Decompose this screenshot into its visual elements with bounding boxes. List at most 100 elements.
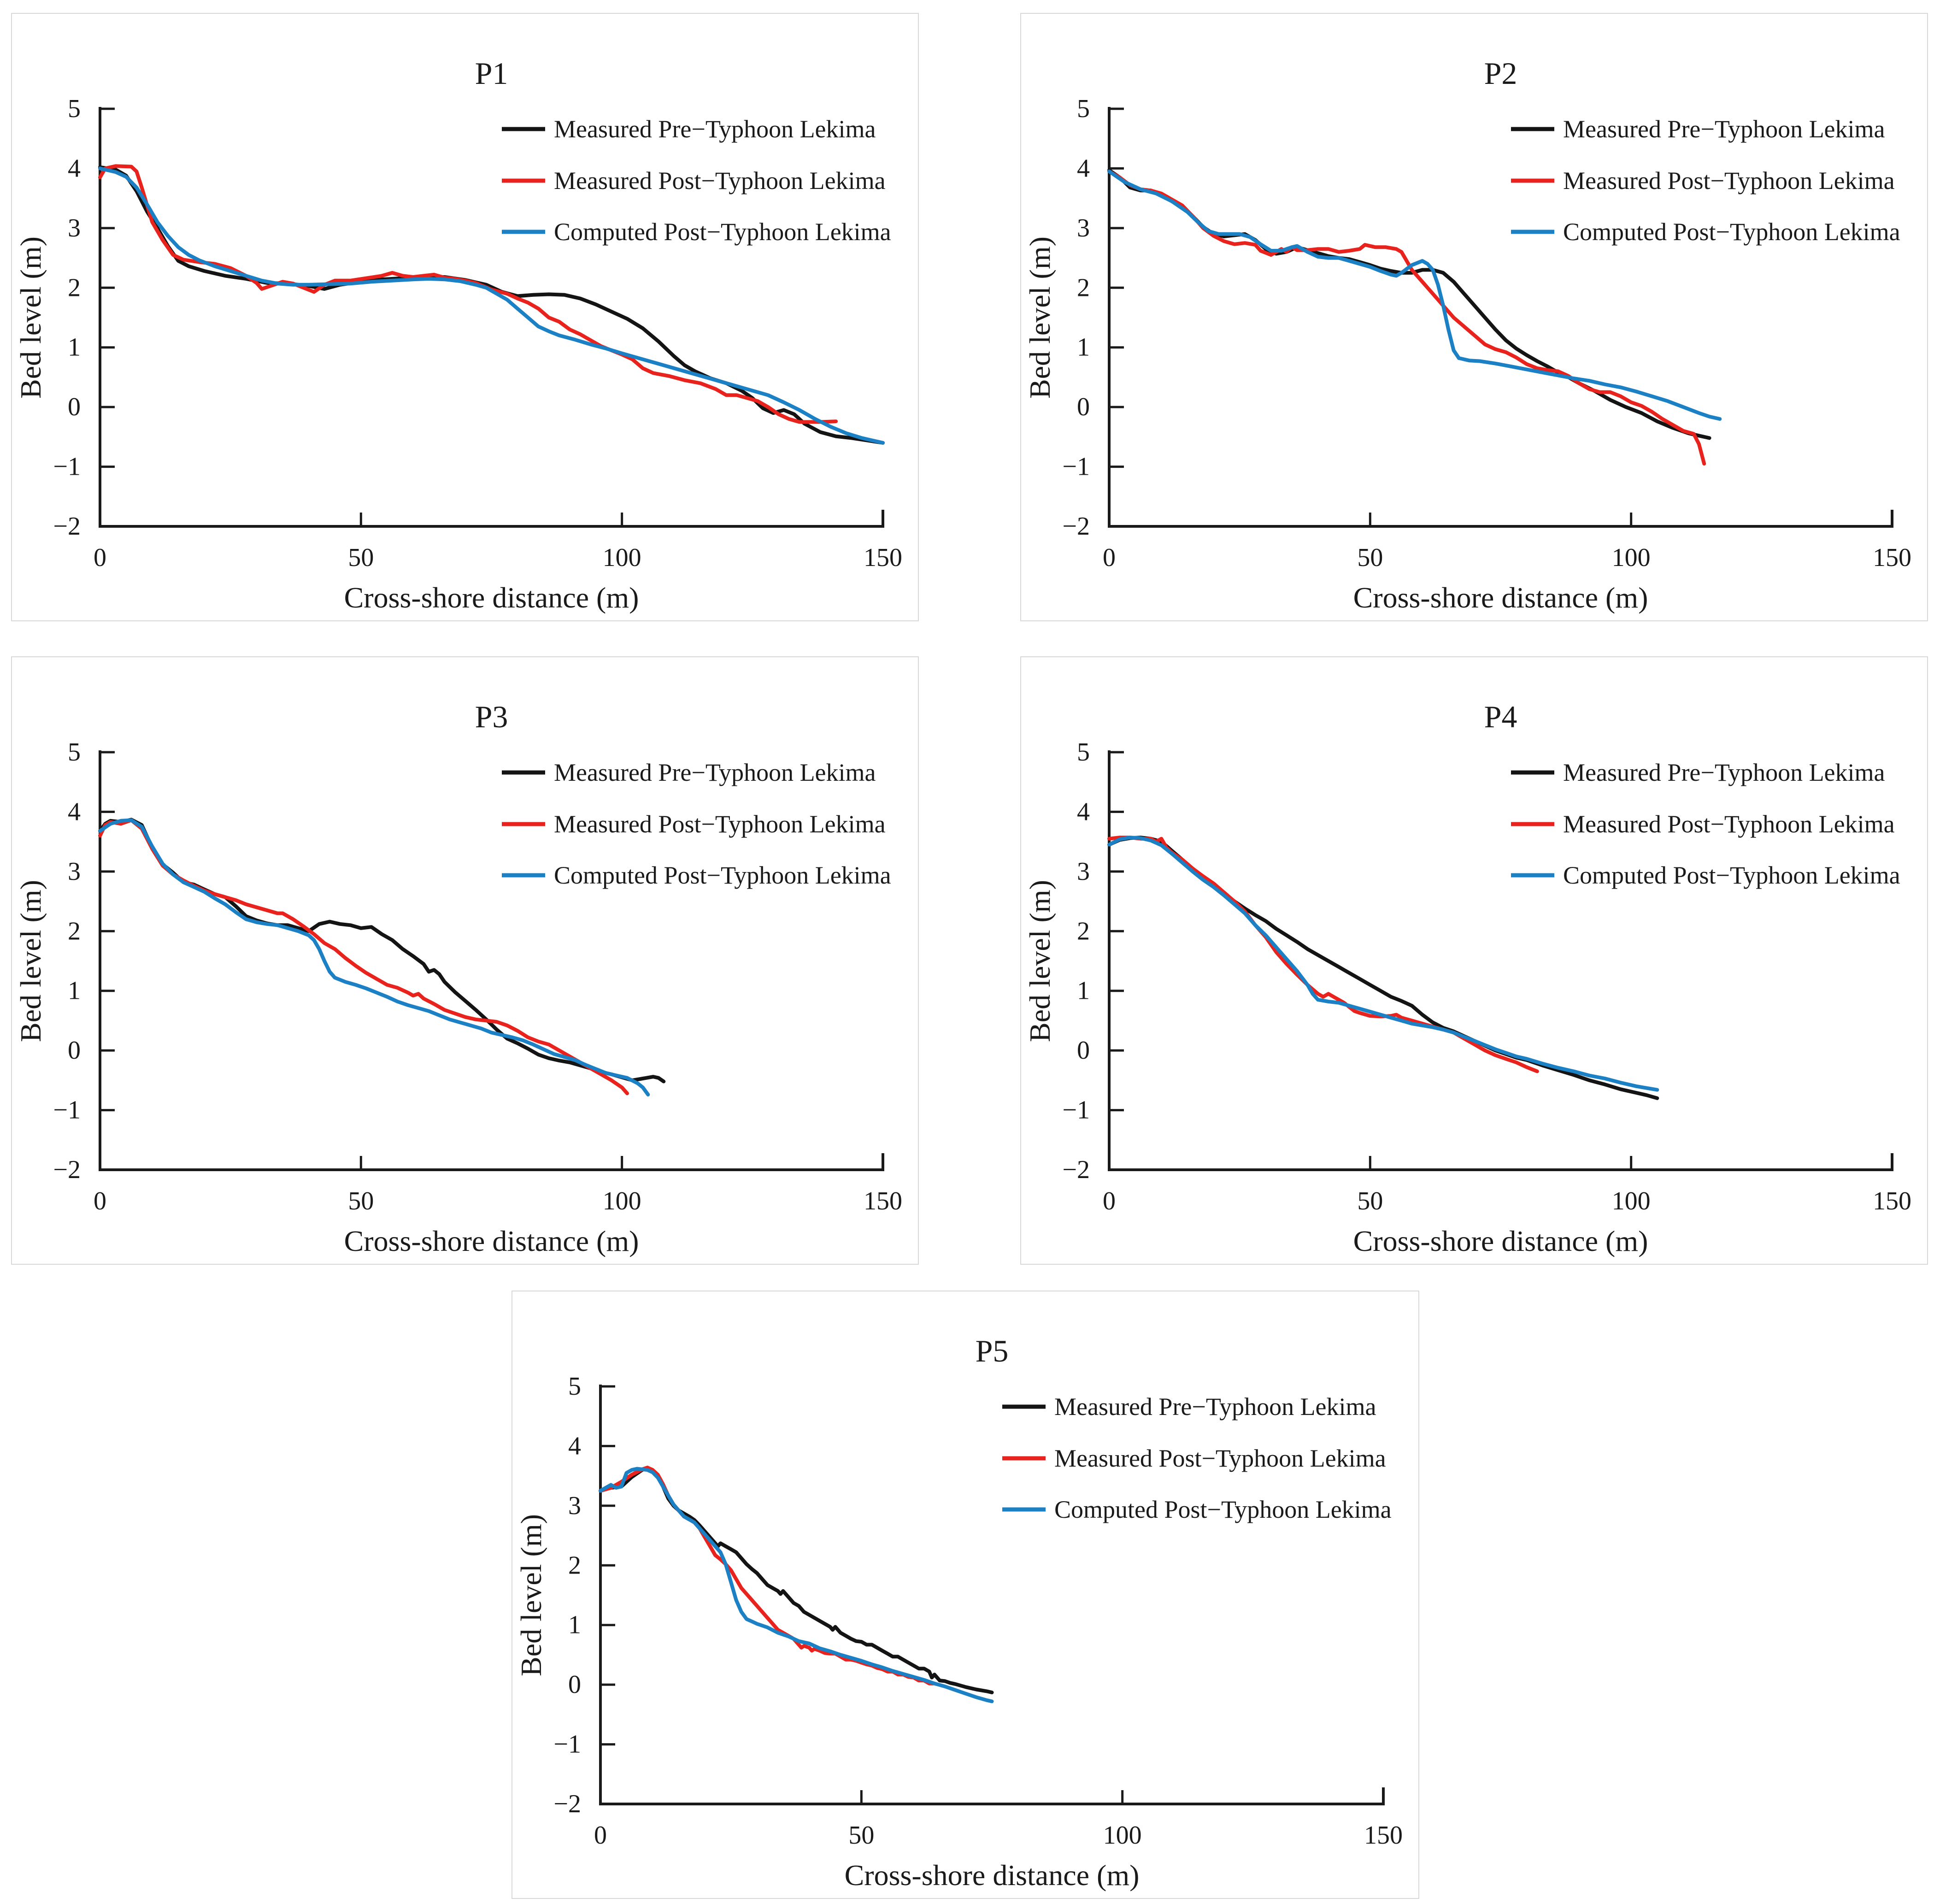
x-tick-label: 0: [94, 1187, 106, 1215]
legend-item-label: Computed Post−Typhoon Lekima: [554, 218, 891, 246]
y-tick-label: 0: [1077, 1036, 1090, 1065]
series-line-computed-post-typhoon: [1107, 169, 1722, 421]
legend-item-label: Measured Pre−Typhoon Lekima: [1563, 115, 1885, 143]
legend-item-label: Computed Post−Typhoon Lekima: [554, 861, 891, 889]
panel-p5: P5 5 4 3 2 1 0 −1 −2 0 50 100 150 Cross-shore distanc…: [511, 1291, 1419, 1899]
series-line-computed-post-typhoon: [98, 166, 885, 445]
legend-item-label: Measured Pre−Typhoon Lekima: [1563, 759, 1885, 786]
y-tick-label: 5: [68, 94, 81, 123]
legend-item-label: Computed Post−Typhoon Lekima: [1563, 218, 1900, 246]
x-tick-label: 150: [1873, 543, 1911, 572]
series-line-measured-post-typhoon: [1107, 169, 1706, 466]
legend-item-label: Computed Post−Typhoon Lekima: [1054, 1496, 1392, 1523]
panel-title: P2: [1484, 56, 1517, 91]
y-tick-label: −2: [53, 1155, 81, 1184]
y-tick-label: 0: [68, 1036, 81, 1065]
series-line-measured-pre-typhoon: [98, 165, 885, 445]
x-axis-title: Cross-shore distance (m): [1353, 581, 1648, 614]
y-tick-label: −2: [53, 512, 81, 541]
y-tick-label: 2: [568, 1551, 581, 1580]
legend-item-label: Computed Post−Typhoon Lekima: [1563, 861, 1900, 889]
panel-title: P4: [1484, 699, 1517, 734]
y-tick-label: 5: [68, 738, 81, 766]
y-tick-label: 3: [1077, 857, 1090, 886]
panel-title: P1: [475, 56, 508, 91]
x-tick-label: 0: [594, 1821, 607, 1850]
plot-p5: P5 5 4 3 2 1 0 −1 −2 0 50 100 150 Cross-shore distanc…: [515, 1333, 1403, 1892]
y-tick-label: 5: [1077, 94, 1090, 123]
panel-p2: P2 5 4 3 2 1 0 −1 −2 0 50 100 150 Cross-shore distanc…: [1020, 13, 1928, 621]
series-line-measured-pre-typhoon: [98, 818, 666, 1084]
legend-item-label: Measured Pre−Typhoon Lekima: [554, 759, 876, 786]
y-axis-title: Bed level (m): [14, 236, 47, 399]
y-tick-label: 3: [1077, 214, 1090, 242]
series-line-computed-post-typhoon: [98, 818, 650, 1096]
y-tick-label: −1: [53, 1096, 81, 1125]
y-axis-title: Bed level (m): [1023, 236, 1056, 399]
y-tick-label: 3: [68, 214, 81, 242]
panel-title: P3: [475, 699, 508, 734]
y-axis-title: Bed level (m): [14, 880, 47, 1042]
x-tick-label: 100: [603, 1187, 641, 1215]
x-tick-label: 0: [1103, 543, 1116, 572]
plot-p3: P3 5 4 3 2 1 0 −1 −2 0 50 100 150 Cross-shore distanc…: [14, 699, 902, 1257]
y-tick-label: 4: [568, 1432, 581, 1460]
y-tick-label: 3: [568, 1491, 581, 1520]
y-axis-title: Bed level (m): [515, 1514, 547, 1676]
x-axis-title: Cross-shore distance (m): [845, 1859, 1140, 1892]
series-line-computed-post-typhoon: [1107, 836, 1659, 1092]
x-tick-label: 50: [1357, 543, 1383, 572]
y-axis-title: Bed level (m): [1023, 880, 1056, 1042]
panel-p4: P4 5 4 3 2 1 0 −1 −2 0 50 100 150 Cross-shore distanc…: [1020, 656, 1928, 1265]
legend-item-label: Measured Pre−Typhoon Lekima: [554, 115, 876, 143]
x-tick-label: 100: [1612, 1187, 1651, 1215]
y-tick-label: 1: [68, 977, 81, 1005]
y-tick-label: −2: [1062, 512, 1090, 541]
y-tick-label: 4: [68, 797, 81, 826]
y-tick-label: −1: [1062, 1096, 1090, 1125]
panel-title: P5: [976, 1333, 1009, 1368]
legend-item-label: Measured Post−Typhoon Lekima: [1563, 810, 1895, 838]
plot-p4: P4 5 4 3 2 1 0 −1 −2 0 50 100 150 Cross-shore distanc…: [1023, 699, 1911, 1257]
y-tick-label: 2: [68, 273, 81, 302]
y-tick-label: 4: [1077, 797, 1090, 826]
x-axis-title: Cross-shore distance (m): [344, 581, 639, 614]
y-tick-label: 4: [68, 154, 81, 183]
x-tick-label: 150: [1364, 1821, 1403, 1850]
y-tick-label: −2: [553, 1790, 581, 1818]
y-tick-label: 1: [1077, 977, 1090, 1005]
plot-p2: P2 5 4 3 2 1 0 −1 −2 0 50 100 150 Cross-shore distanc…: [1023, 56, 1911, 614]
y-tick-label: −1: [53, 453, 81, 481]
x-tick-label: 50: [1357, 1187, 1383, 1215]
y-tick-label: 5: [568, 1372, 581, 1401]
x-tick-label: 50: [848, 1821, 874, 1850]
x-tick-label: 100: [1103, 1821, 1142, 1850]
y-tick-label: 1: [568, 1611, 581, 1639]
y-tick-label: −1: [553, 1730, 581, 1759]
y-tick-label: 1: [1077, 333, 1090, 362]
legend-item-label: Measured Post−Typhoon Lekima: [554, 167, 886, 195]
x-tick-label: 50: [348, 1187, 374, 1215]
x-tick-label: 150: [864, 1187, 902, 1215]
x-tick-label: 100: [1612, 543, 1651, 572]
x-tick-label: 100: [603, 543, 641, 572]
y-tick-label: 1: [68, 333, 81, 362]
x-tick-label: 0: [1103, 1187, 1116, 1215]
y-tick-label: −1: [1062, 453, 1090, 481]
y-tick-label: 4: [1077, 154, 1090, 183]
x-tick-label: 150: [864, 543, 902, 572]
panel-p1: P1 5 4 3 2 1 0 −1 −2 0 50 100 150 Cross-shore distanc…: [11, 13, 919, 621]
x-tick-label: 0: [94, 543, 106, 572]
y-tick-label: 0: [68, 393, 81, 421]
y-tick-label: 0: [1077, 393, 1090, 421]
series-line-measured-post-typhoon: [1107, 836, 1539, 1073]
x-tick-label: 150: [1873, 1187, 1911, 1215]
legend-item-label: Measured Pre−Typhoon Lekima: [1054, 1393, 1376, 1421]
plot-p1: P1 5 4 3 2 1 0 −1 −2 0 50 100 150 Cross-shore distanc…: [14, 56, 902, 614]
x-axis-title: Cross-shore distance (m): [1353, 1225, 1648, 1257]
legend-item-label: Measured Post−Typhoon Lekima: [1054, 1444, 1386, 1472]
legend-item-label: Measured Post−Typhoon Lekima: [554, 810, 886, 838]
series-line-measured-pre-typhoon: [599, 1466, 994, 1694]
x-tick-label: 50: [348, 543, 374, 572]
